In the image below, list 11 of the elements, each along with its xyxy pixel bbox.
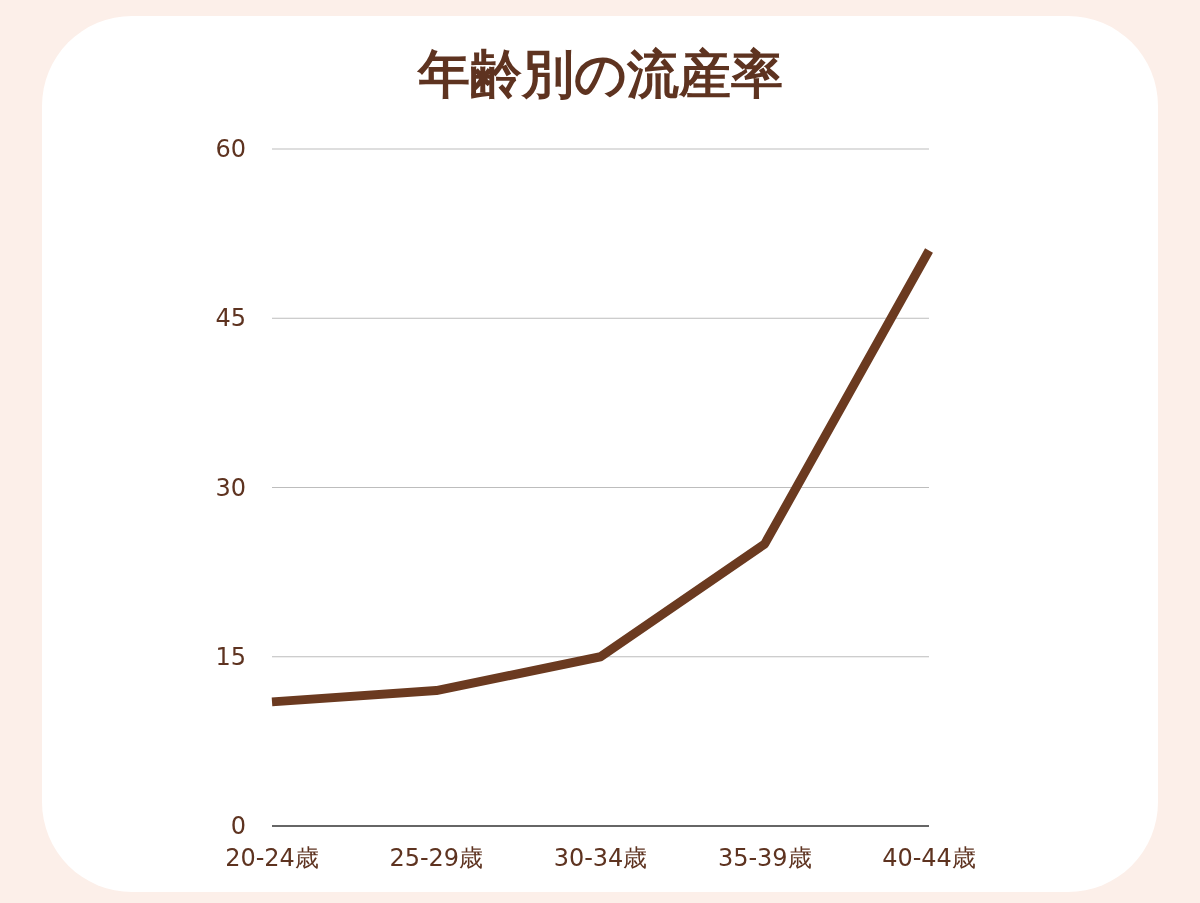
y-tick-label: 45 (215, 304, 246, 333)
x-tick-label: 40-44歳 (882, 844, 976, 872)
y-tick-label: 0 (230, 812, 246, 840)
y-tick-label: 30 (215, 473, 246, 502)
chart-title: 年齢別の流産率 (415, 44, 783, 104)
y-tick-label: 60 (215, 135, 246, 163)
x-tick-label: 35-39歳 (717, 844, 812, 872)
x-tick-label: 25-29歳 (389, 844, 484, 872)
y-tick-label: 15 (215, 642, 246, 671)
x-tick-label: 20-24歳 (225, 844, 319, 872)
x-tick-label: 30-34歳 (553, 844, 648, 872)
